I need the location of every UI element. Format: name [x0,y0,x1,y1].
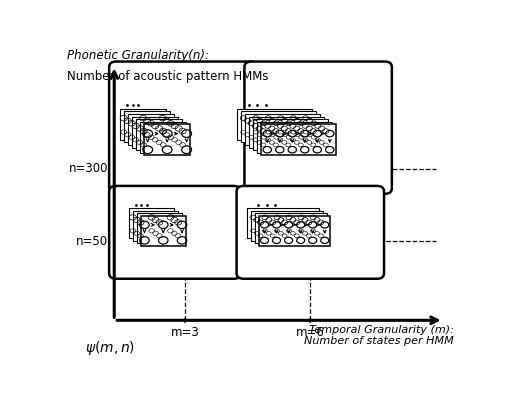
FancyBboxPatch shape [245,114,319,145]
FancyBboxPatch shape [257,122,331,153]
FancyBboxPatch shape [249,117,323,147]
FancyBboxPatch shape [241,112,315,142]
Text: n=300: n=300 [69,162,108,175]
FancyBboxPatch shape [250,211,322,241]
Text: n=50: n=50 [76,235,108,248]
FancyBboxPatch shape [136,119,182,150]
FancyBboxPatch shape [247,208,318,238]
FancyBboxPatch shape [140,216,185,246]
FancyBboxPatch shape [140,122,186,153]
FancyBboxPatch shape [237,109,311,140]
FancyBboxPatch shape [109,186,240,279]
FancyBboxPatch shape [128,114,174,145]
FancyBboxPatch shape [253,119,327,150]
FancyBboxPatch shape [109,61,256,194]
FancyBboxPatch shape [144,125,190,155]
FancyBboxPatch shape [244,61,391,194]
Text: Temporal Granularity (m):
Number of states per HMM: Temporal Granularity (m): Number of stat… [303,325,452,346]
FancyBboxPatch shape [236,186,383,279]
Text: Number of acoustic pattern HMMs: Number of acoustic pattern HMMs [67,70,268,83]
Text: $\psi(m,n)$: $\psi(m,n)$ [85,338,135,357]
FancyBboxPatch shape [124,112,170,142]
FancyBboxPatch shape [137,214,181,243]
FancyBboxPatch shape [261,125,335,155]
FancyBboxPatch shape [120,109,166,140]
Text: Phonetic Granularity(n):: Phonetic Granularity(n): [67,49,209,62]
Text: m=3: m=3 [170,326,199,339]
FancyBboxPatch shape [132,117,178,147]
FancyBboxPatch shape [258,216,330,246]
FancyBboxPatch shape [133,211,178,241]
Text: m=6: m=6 [295,326,324,339]
FancyBboxPatch shape [255,214,326,243]
FancyBboxPatch shape [129,208,174,238]
